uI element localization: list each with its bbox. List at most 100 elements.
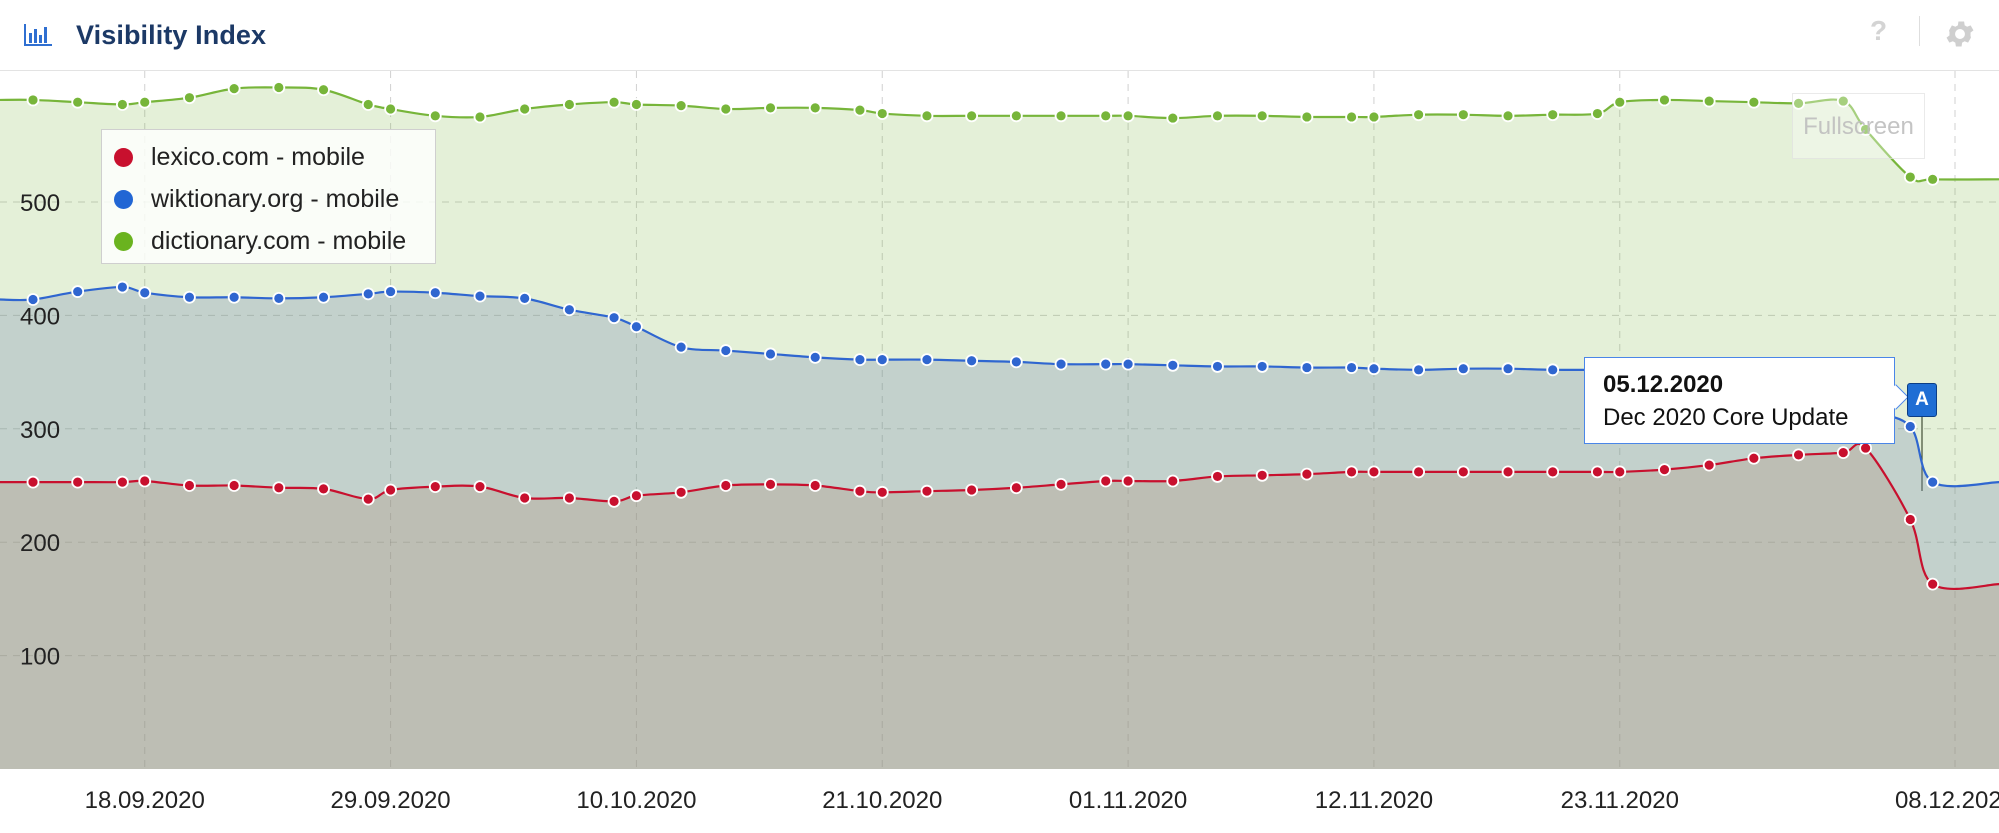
data-point [1836, 94, 1850, 108]
data-point [1412, 465, 1426, 479]
header-divider [1919, 16, 1920, 46]
data-point [518, 291, 532, 305]
data-point [384, 102, 397, 116]
data-point [764, 477, 777, 491]
data-point [562, 303, 576, 317]
gear-icon[interactable] [1943, 17, 1977, 51]
data-point [26, 293, 40, 306]
data-point [1501, 109, 1515, 123]
chart-title: Visibility Index [76, 20, 267, 50]
data-point [875, 353, 889, 367]
data-point [1166, 111, 1180, 125]
data-point [562, 98, 576, 111]
data-point [361, 98, 375, 111]
x-tick-label: 18.09.2020 [85, 787, 205, 814]
data-point [764, 347, 777, 361]
data-point [384, 483, 397, 497]
data-point [518, 491, 532, 505]
chart-header: Visibility Index ? [0, 0, 1999, 71]
y-tick-label: 500 [20, 190, 60, 217]
data-point [1546, 363, 1560, 377]
data-point [1367, 110, 1381, 124]
data-point [138, 286, 152, 300]
data-point [1345, 110, 1358, 124]
data-point [1591, 465, 1604, 479]
tooltip-date: 05.12.2020 [1603, 371, 1724, 398]
x-tick-label: 29.09.2020 [331, 787, 451, 814]
data-point [317, 83, 330, 97]
data-point [1859, 123, 1873, 136]
data-point [1367, 362, 1381, 376]
data-point [808, 350, 822, 364]
data-point [361, 492, 375, 506]
data-point [607, 95, 621, 109]
data-point [71, 475, 85, 489]
data-point [1166, 358, 1180, 372]
legend-label: lexico.com - mobile [151, 143, 365, 171]
data-point [138, 474, 152, 488]
data-point [1166, 474, 1180, 488]
y-tick-label: 400 [20, 303, 60, 330]
data-point [71, 285, 85, 298]
data-point [473, 289, 487, 303]
data-point [1412, 363, 1426, 377]
data-point [1099, 474, 1113, 488]
data-point [361, 287, 375, 301]
data-point [1255, 360, 1269, 373]
data-point [1099, 357, 1113, 371]
data-point [607, 494, 621, 508]
data-point [607, 311, 621, 325]
data-point [183, 479, 196, 492]
legend-item-lexico[interactable]: lexico.com - mobile [102, 136, 435, 178]
data-point [518, 102, 532, 116]
data-point [26, 93, 40, 107]
legend-item-dictionary[interactable]: dictionary.com - mobile [102, 220, 435, 262]
data-point [1903, 420, 1917, 433]
data-point [875, 485, 889, 499]
y-tick-label: 100 [20, 644, 60, 671]
data-point [719, 479, 733, 492]
data-point [1054, 477, 1068, 491]
data-point [1345, 465, 1358, 479]
data-point [473, 110, 487, 124]
data-point [630, 489, 643, 503]
data-point [1658, 463, 1671, 477]
legend-dot [114, 148, 133, 167]
data-point [965, 109, 979, 123]
data-point [428, 286, 442, 300]
data-point [920, 353, 934, 367]
data-point [1009, 355, 1023, 369]
event-marker-a[interactable]: A [1907, 383, 1937, 417]
data-point [1255, 468, 1269, 482]
data-point [1121, 474, 1135, 488]
data-point [719, 344, 733, 357]
x-tick-label: 21.10.2020 [822, 787, 942, 814]
data-point [317, 290, 330, 304]
legend-item-wiktionary[interactable]: wiktionary.org - mobile [102, 178, 435, 220]
data-point [875, 107, 889, 120]
data-point [920, 109, 934, 123]
data-point [384, 285, 397, 298]
data-point [965, 483, 979, 497]
x-tick-label: 12.11.2020 [1315, 787, 1433, 814]
question-icon[interactable]: ? [1870, 15, 1888, 46]
data-point [1009, 109, 1023, 123]
data-point [1345, 361, 1358, 374]
fullscreen-button[interactable]: Fullscreen [1792, 93, 1925, 159]
data-point [808, 101, 822, 115]
data-point [1456, 108, 1470, 122]
data-point [674, 99, 688, 113]
data-point [965, 354, 979, 368]
series-areas [0, 87, 1999, 769]
data-point [272, 81, 286, 94]
data-point [1099, 109, 1113, 123]
data-point [1300, 361, 1314, 374]
data-point [1591, 107, 1604, 120]
legend-dot [114, 232, 133, 251]
data-point [1456, 362, 1470, 376]
data-point [1747, 95, 1761, 109]
data-point [272, 291, 286, 305]
data-point [1211, 109, 1224, 123]
data-point [115, 475, 129, 489]
data-point [1009, 481, 1023, 495]
